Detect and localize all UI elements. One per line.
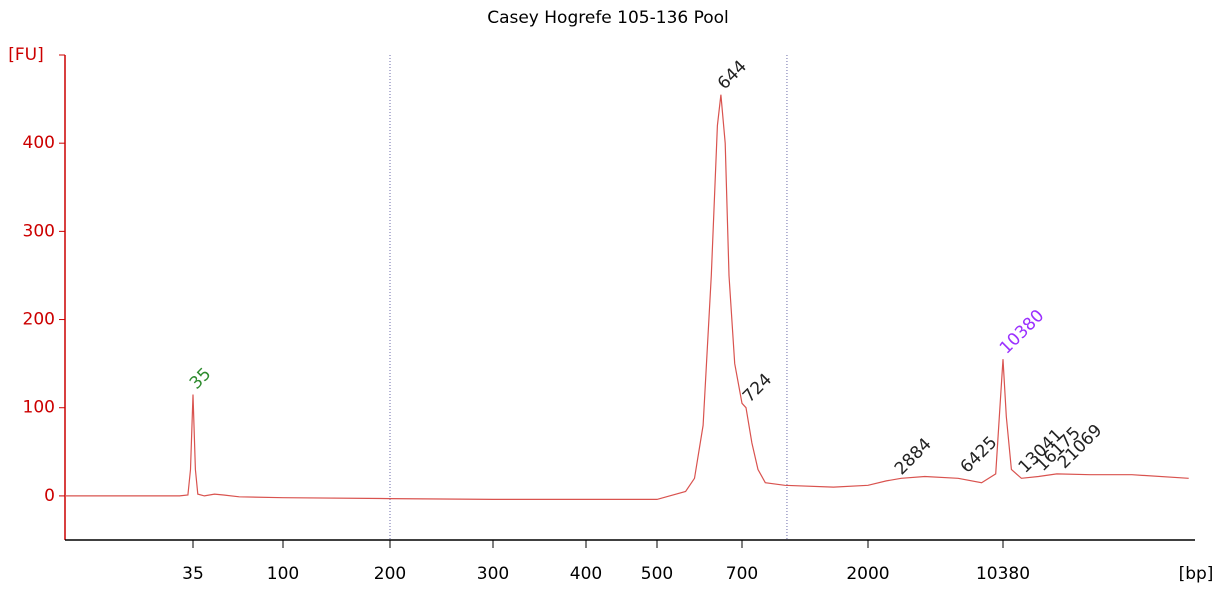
peak-label: 724 <box>739 370 776 407</box>
y-tick-label: 200 <box>23 310 55 330</box>
peak-label: 644 <box>714 57 751 94</box>
x-tick-label: 500 <box>641 564 673 584</box>
x-tick-label: 400 <box>570 564 602 584</box>
x-tick-label: 2000 <box>846 564 889 584</box>
y-tick-label: 400 <box>23 133 55 153</box>
y-tick-label: 0 <box>44 486 55 506</box>
peak-label: 6425 <box>957 433 1002 478</box>
peak-label: 10380 <box>996 306 1048 358</box>
x-tick-label: 700 <box>726 564 758 584</box>
x-tick-label: 300 <box>477 564 509 584</box>
chart-title: Casey Hogrefe 105-136 Pool <box>487 8 729 28</box>
trace <box>65 94 1189 500</box>
peak-label: 35 <box>186 364 215 393</box>
x-axis-label: [bp] <box>1179 564 1214 584</box>
y-tick-label: 100 <box>23 398 55 418</box>
x-tick-label: 100 <box>267 564 299 584</box>
x-tick-label: 10380 <box>976 564 1030 584</box>
peak-label: 2884 <box>891 434 936 479</box>
y-axis-label: [FU] <box>8 45 44 65</box>
y-tick-label: 300 <box>23 221 55 241</box>
x-tick-label: 35 <box>182 564 204 584</box>
x-tick-label: 200 <box>374 564 406 584</box>
